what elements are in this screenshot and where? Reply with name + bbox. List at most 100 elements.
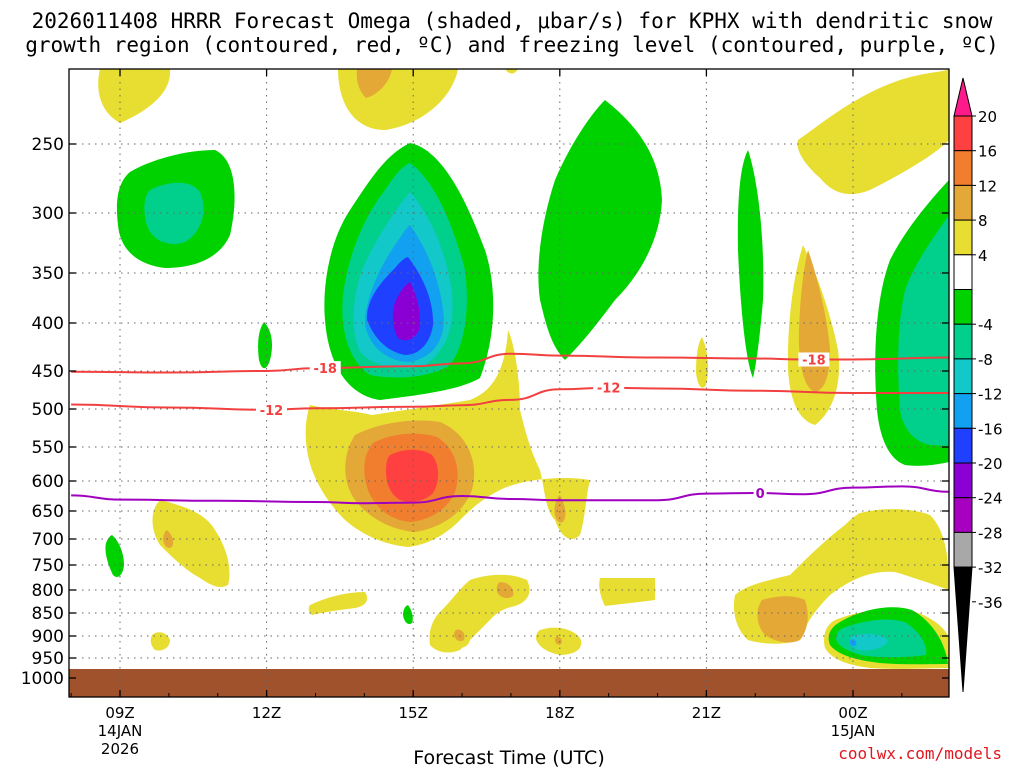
omega-green-09z-low — [105, 535, 124, 577]
y-tick-label-400: 400 — [32, 314, 64, 334]
y-tick-label-1000: 1000 — [21, 669, 64, 689]
x-tick-date-09Z: 14JAN — [98, 722, 143, 740]
y-tick-label-700: 700 — [32, 530, 64, 550]
x-tick-label-18Z: 18Z — [545, 704, 574, 722]
x-tick-label-21Z: 21Z — [692, 704, 721, 722]
colorbar-level--4 — [953, 254, 973, 291]
omega-yellow-850-left — [308, 592, 368, 615]
colorbar-label--8: -8 — [978, 351, 993, 369]
contour-label-bg-dgz-minus-12 — [593, 380, 625, 395]
contour-label-freezing-level-0: 0 — [756, 487, 765, 502]
omega-yellow-top-18z — [505, 69, 518, 74]
omega-blue-lower-right — [849, 639, 857, 647]
y-tick-label-650: 650 — [32, 502, 64, 522]
omega-yellow-800-right — [599, 578, 655, 606]
colorbar-label-4: 4 — [978, 247, 988, 265]
x-tick-label-00Z: 00Z — [838, 704, 867, 722]
contour-label-dgz-minus-12-0: -12 — [260, 404, 284, 419]
x-tick-year-09Z: 2026 — [101, 740, 139, 758]
omega-orange-top-center — [356, 69, 392, 98]
x-tick-date-00Z: 15JAN — [831, 722, 876, 740]
contour-label-bg-dgz-minus-12 — [255, 402, 287, 417]
omega-cyan-lower-right — [848, 633, 888, 651]
omega-orange-900-16z — [454, 629, 465, 642]
colorbar-level--20 — [953, 393, 973, 429]
x-tick-label-15Z: 15Z — [399, 704, 428, 722]
colorbar-label-16: 16 — [978, 143, 997, 161]
colorbar-level--36 — [953, 531, 973, 568]
omega-yellow-23z — [797, 69, 949, 195]
contour-label-dgz-minus-18-0: -18 — [313, 362, 337, 377]
colorbar-level--28 — [953, 462, 973, 499]
omega-green-12z-spike — [258, 322, 272, 369]
colorbar-label-8: 8 — [978, 212, 988, 230]
colorbar-top-arrow — [953, 77, 973, 117]
y-tick-label-550: 550 — [32, 438, 64, 458]
y-tick-label-300: 300 — [32, 204, 64, 224]
colorbar-level-8 — [953, 184, 973, 221]
omega-orange-lower-right — [757, 596, 808, 643]
omega-green-21z-spike — [737, 150, 764, 378]
contour-label-bg-dgz-minus-18 — [309, 361, 341, 376]
omega-teal-right — [898, 215, 949, 446]
y-tick-label-750: 750 — [32, 556, 64, 576]
colorbar-label--24: -24 — [978, 490, 1003, 508]
colorbar-level--16 — [953, 358, 973, 395]
y-tick-label-950: 950 — [32, 649, 64, 669]
omega-yellow-21z — [696, 337, 709, 388]
contour-freezing-level — [71, 485, 949, 505]
colorbar-label--36: -36 — [978, 594, 1003, 612]
colorbar-label-20: 20 — [978, 108, 997, 126]
colorbar-label--4: -4 — [978, 316, 993, 334]
omega-orange-lower-left — [163, 530, 174, 548]
colorbar-label--32: -32 — [978, 559, 1003, 577]
grid — [69, 69, 949, 697]
colorbar-level-16 — [953, 115, 973, 152]
colorbar-level--32 — [953, 497, 973, 533]
y-tick-label-350: 350 — [32, 264, 64, 284]
chart-title-line-2: growth region (contoured, red, ºC) and f… — [25, 33, 999, 57]
omega-yellow-lower-left — [152, 500, 230, 588]
contour-label-dgz-minus-12-1: -12 — [597, 382, 621, 397]
temperature-contours: -18 -18 -12 -12 0 — [71, 352, 949, 505]
omega-red-mid — [386, 449, 439, 502]
omega-orange-18z-small — [554, 495, 566, 523]
y-tick-label-600: 600 — [32, 472, 64, 492]
contour-dgz-minus-12 — [71, 386, 949, 411]
omega-green-18z — [538, 100, 662, 360]
colorbar-level--8 — [953, 289, 973, 325]
pressure-axis: 250 300 350 400 450 500 550 600 650 700 750 800 850 9… — [21, 135, 949, 689]
contour-label-dgz-minus-18-1: -18 — [802, 353, 826, 368]
y-tick-label-500: 500 — [32, 400, 64, 420]
x-axis-label: Forecast Time (UTC) — [413, 747, 604, 768]
colorbar-bottom-arrow — [953, 566, 973, 693]
colorbar-level--12 — [953, 323, 973, 360]
colorbar-label-12: 12 — [978, 177, 997, 195]
omega-yellow-900-09z — [150, 632, 170, 651]
y-tick-label-450: 450 — [32, 362, 64, 382]
colorbar-label--16: -16 — [978, 420, 1003, 438]
colorbar-label--12: -12 — [978, 386, 1003, 404]
credit-link[interactable]: coolwx.com/models — [838, 744, 1002, 763]
plot-frame — [68, 68, 950, 698]
y-tick-label-250: 250 — [32, 135, 64, 155]
terrain-ground — [69, 669, 949, 697]
chart-title-line-1: 2026011408 HRRR Forecast Omega (shaded, … — [31, 9, 993, 33]
colorbar-level--24 — [953, 427, 973, 464]
contour-label-bg-dgz-minus-18 — [798, 352, 830, 367]
colorbar-level-12 — [953, 150, 973, 186]
omega-orange-900-18z — [555, 636, 562, 645]
contour-label-bg-freezing-level — [753, 486, 767, 500]
omega-yellow-top-left — [98, 69, 171, 123]
colorbar: 20 16 12 8 4 -4 -8 -12 -16 -20 -24 -28 -32 -36 — [953, 77, 1003, 693]
x-tick-label-09Z: 09Z — [105, 704, 134, 722]
colorbar-level-4 — [953, 219, 973, 256]
omega-green-850-15z — [403, 605, 413, 625]
y-tick-label-800: 800 — [32, 581, 64, 601]
x-tick-label-12Z: 12Z — [252, 704, 281, 722]
y-tick-label-900: 900 — [32, 627, 64, 647]
omega-shading — [69, 69, 949, 697]
y-tick-label-850: 850 — [32, 604, 64, 624]
